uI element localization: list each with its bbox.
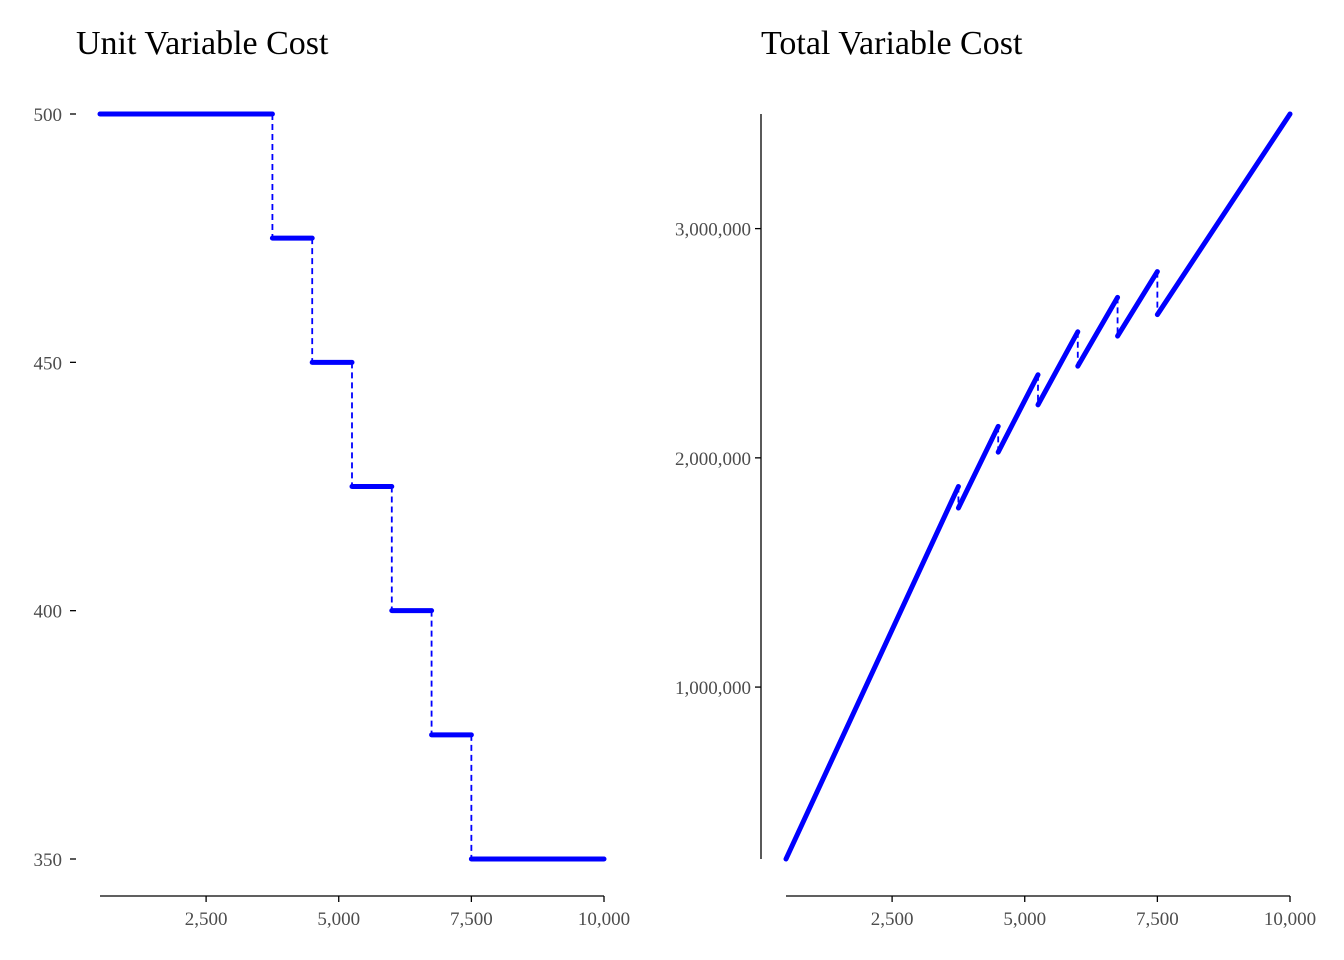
x-tick-label: 2,500 bbox=[185, 909, 228, 930]
y-tick-label: 3,000,000 bbox=[675, 220, 751, 241]
x-tick-label: 10,000 bbox=[578, 909, 630, 930]
series-segment bbox=[1115, 269, 1160, 339]
unit-variable-cost-chart: Unit Variable Cost 2,500 5,000 7,500 10,000… bbox=[34, 25, 631, 930]
y-tick-label: 2,000,000 bbox=[675, 449, 751, 470]
y-tick-label: 450 bbox=[34, 353, 63, 374]
x-tick-label: 5,000 bbox=[317, 909, 360, 930]
total-variable-cost-chart: Total Variable Cost 2,500 5,000 7,500 10,00… bbox=[675, 25, 1316, 930]
x-tick-label: 7,500 bbox=[450, 909, 493, 930]
series-segment bbox=[995, 372, 1041, 455]
x-tick-label: 2,500 bbox=[871, 909, 914, 930]
series-segment bbox=[1035, 329, 1081, 408]
series-segment bbox=[955, 423, 1001, 511]
series-segment bbox=[783, 484, 961, 862]
y-tick-label: 500 bbox=[34, 105, 63, 126]
series-segment bbox=[1075, 294, 1121, 369]
y-tick-label: 400 bbox=[34, 602, 63, 623]
x-tick-label: 5,000 bbox=[1003, 909, 1046, 930]
x-tick-label: 10,000 bbox=[1264, 909, 1316, 930]
y-tick-label: 350 bbox=[34, 850, 63, 871]
chart-title: Unit Variable Cost bbox=[76, 25, 329, 62]
series-segment bbox=[1154, 111, 1293, 318]
chart-title: Total Variable Cost bbox=[761, 25, 1023, 62]
y-tick-label: 1,000,000 bbox=[675, 678, 751, 699]
x-tick-label: 7,500 bbox=[1136, 909, 1179, 930]
